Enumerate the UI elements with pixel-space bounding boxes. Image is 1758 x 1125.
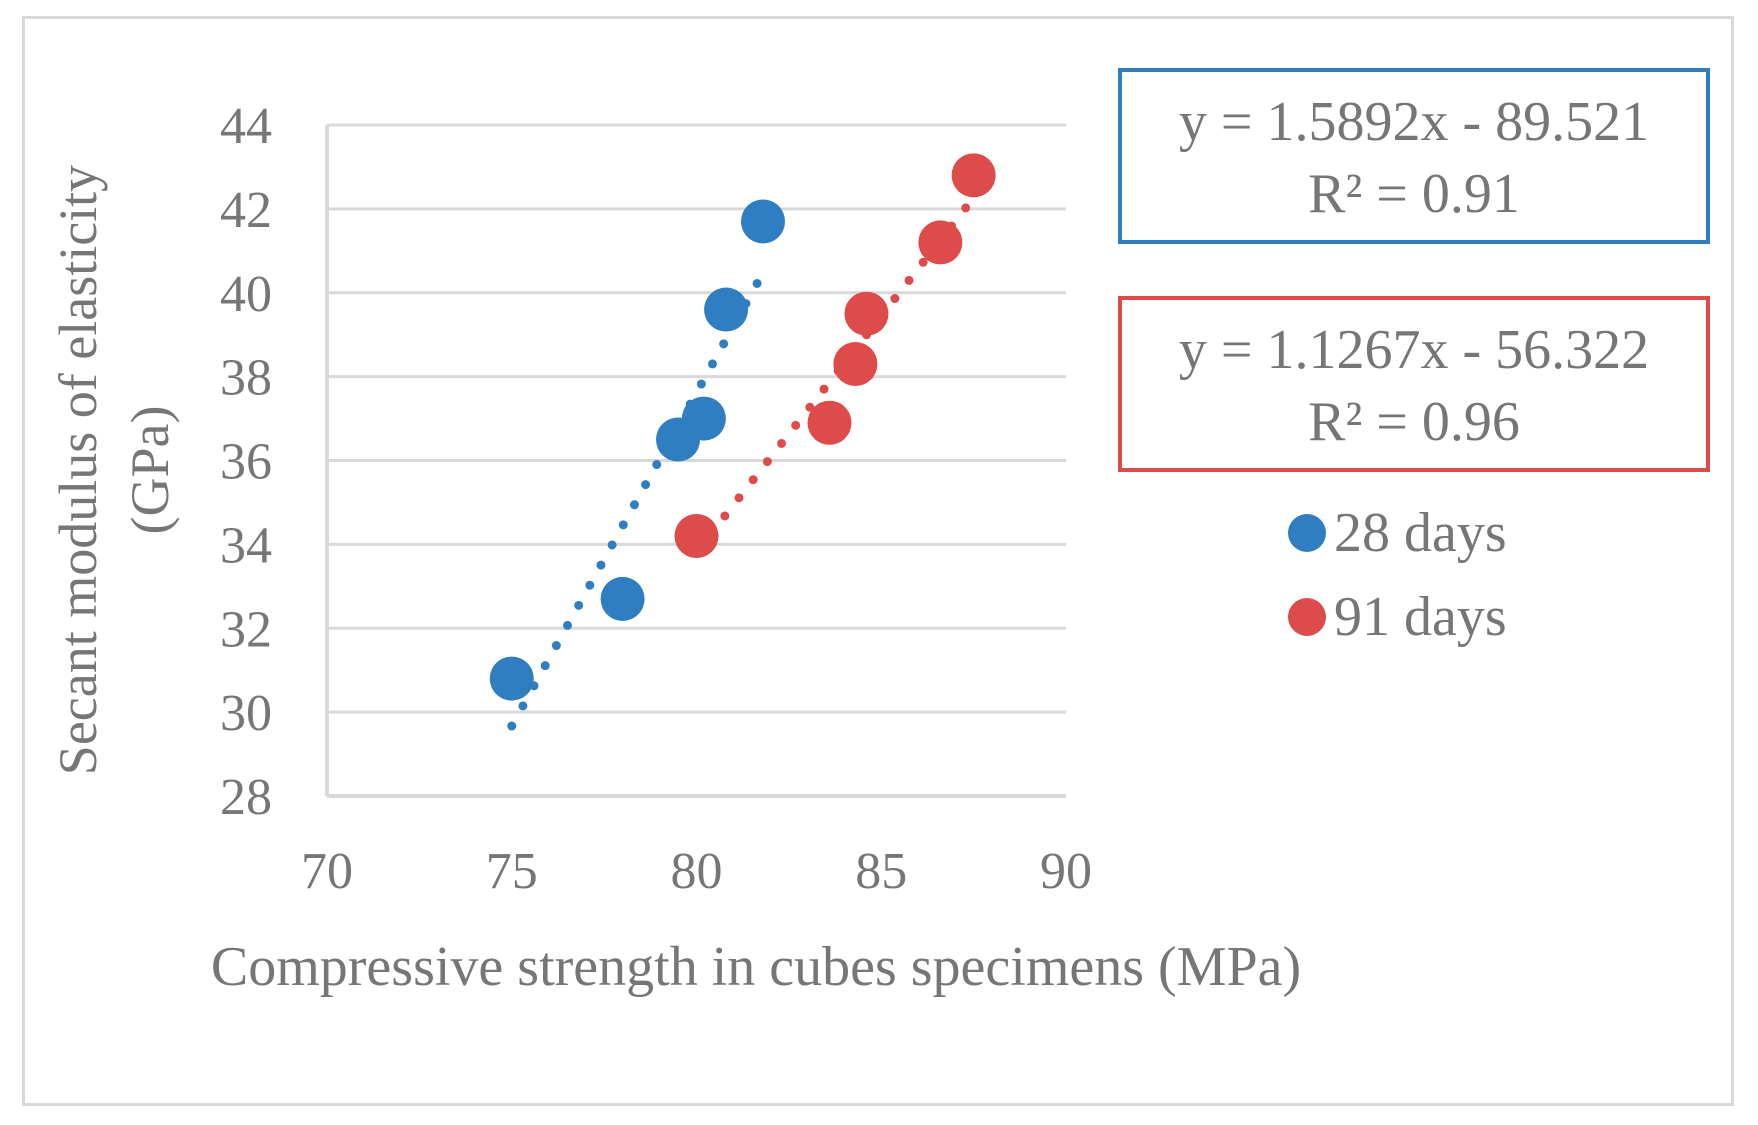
trendline-28-days — [507, 268, 768, 731]
y-tick-label-38: 38 — [220, 350, 272, 407]
y-tick-label-44: 44 — [220, 98, 272, 155]
y-tick-label-28: 28 — [220, 769, 272, 826]
trendline-equation-box-91-days: y = 1.1267x - 56.322 R² = 0.96 — [1118, 296, 1710, 472]
r2-28-days: R² = 0.91 — [1308, 163, 1520, 225]
data-points — [489, 153, 996, 701]
trendline-equation-box-28-days: y = 1.5892x - 89.521 R² = 0.91 — [1118, 68, 1710, 244]
legend-item-91-days: 91 days — [1288, 582, 1507, 652]
grid-lines — [327, 123, 1066, 714]
data-point-28-days-6 — [741, 199, 786, 244]
y-tick-label-36: 36 — [220, 434, 272, 491]
x-tick-label-90: 90 — [1040, 843, 1092, 900]
r2-91-days: R² = 0.96 — [1308, 391, 1520, 453]
y-axis-label-line-1: Secant modulus of elasticity — [48, 165, 108, 775]
y-tick-label-42: 42 — [220, 182, 272, 239]
data-point-91-days-2 — [807, 400, 852, 445]
data-point-91-days-3 — [833, 342, 878, 387]
axes — [325, 125, 1066, 798]
x-axis-label: Compressive strength in cubes specimens … — [211, 936, 1301, 998]
x-tick-label-70: 70 — [301, 843, 353, 900]
x-tick-label-85: 85 — [855, 843, 907, 900]
legend-label-91-days: 91 days — [1334, 586, 1507, 648]
legend-marker-28-days — [1288, 514, 1326, 552]
legend-label-28-days: 28 days — [1334, 502, 1507, 564]
equation-28-days: y = 1.5892x - 89.521 — [1178, 91, 1650, 153]
data-point-28-days-5 — [704, 287, 749, 332]
y-axis-label-line-2: (GPa) — [120, 406, 180, 535]
data-point-91-days-4 — [844, 291, 889, 336]
data-point-91-days-6 — [951, 153, 996, 198]
y-tick-label-40: 40 — [220, 266, 272, 323]
data-point-28-days-4 — [681, 396, 726, 441]
legend-marker-91-days — [1288, 598, 1326, 636]
x-tick-label-75: 75 — [486, 843, 538, 900]
y-tick-label-32: 32 — [220, 601, 272, 658]
chart-frame — [22, 16, 1734, 1106]
data-point-91-days-5 — [918, 220, 963, 265]
y-tick-label-34: 34 — [220, 517, 272, 574]
data-point-91-days-1 — [674, 513, 719, 558]
data-point-28-days-1 — [489, 656, 534, 701]
equation-91-days: y = 1.1267x - 56.322 — [1178, 319, 1650, 381]
legend-item-28-days: 28 days — [1288, 498, 1507, 568]
x-tick-label-80: 80 — [671, 843, 723, 900]
tick-labels: 28 30 32 34 36 38 40 42 44 70 75 80 85 90 — [220, 98, 1092, 900]
y-tick-label-30: 30 — [220, 685, 272, 742]
data-point-28-days-2 — [600, 576, 645, 621]
